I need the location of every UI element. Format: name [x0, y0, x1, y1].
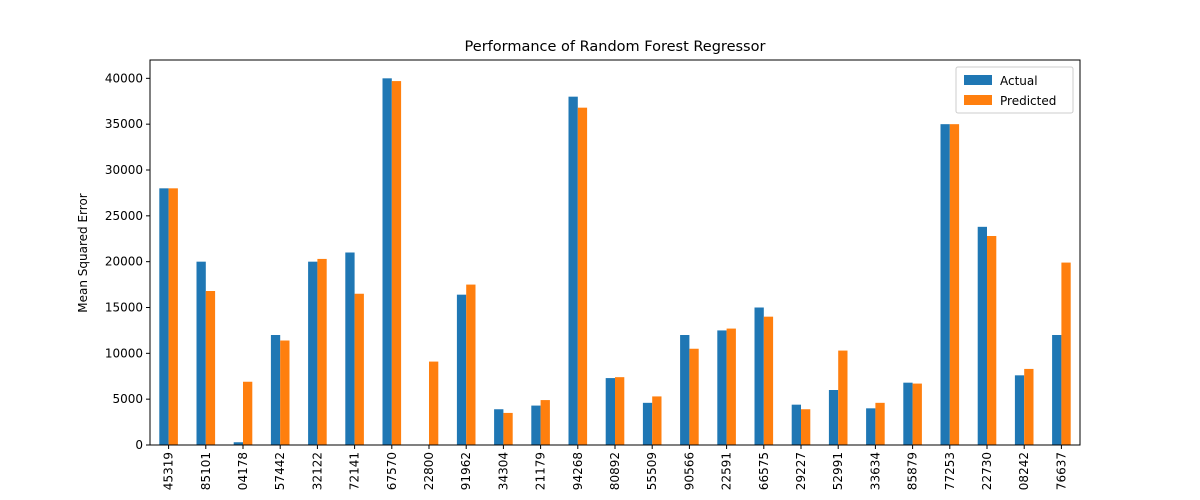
bar-predicted-22591 [726, 328, 736, 445]
bar-actual-66575 [754, 307, 764, 445]
bar-actual-04178 [233, 442, 243, 445]
y-tick-label: 30000 [105, 163, 143, 177]
y-tick-label: 40000 [105, 71, 143, 85]
bar-predicted-85101 [205, 291, 216, 445]
bar-predicted-21179 [540, 400, 550, 445]
x-tick-label: 66575 [757, 452, 771, 490]
bar-predicted-90566 [689, 348, 699, 445]
bar-actual-45319 [159, 188, 169, 445]
bars-group [159, 78, 1071, 446]
legend-label-predicted: Predicted [1000, 94, 1056, 108]
bar-actual-77253 [940, 124, 950, 446]
x-tick-label: 94268 [571, 452, 585, 490]
bar-actual-72141 [345, 252, 355, 445]
bar-predicted-77253 [949, 124, 960, 446]
bar-predicted-91962 [466, 284, 476, 445]
y-tick-label: 0 [135, 438, 143, 452]
x-tick-label: 08242 [1017, 452, 1031, 490]
x-tick-label: 90566 [682, 452, 696, 490]
bar-actual-85879 [903, 382, 913, 445]
bar-actual-80892 [605, 378, 615, 445]
y-tick-label: 10000 [105, 346, 143, 360]
bar-predicted-67570 [391, 81, 402, 445]
bar-predicted-66575 [763, 316, 774, 445]
x-tick-label: 22591 [720, 452, 734, 490]
bar-predicted-08242 [1024, 368, 1034, 445]
bar-actual-57442 [270, 335, 281, 445]
bar-predicted-76637 [1061, 262, 1071, 445]
x-tick-label: 67570 [385, 452, 399, 490]
y-tick-label: 25000 [105, 209, 143, 223]
bar-predicted-55509 [652, 396, 662, 445]
bar-actual-55509 [642, 402, 653, 445]
bar-actual-08242 [1014, 375, 1025, 445]
bar-predicted-32122 [317, 258, 327, 445]
legend: Actual Predicted [955, 66, 1074, 114]
legend-swatch-actual [964, 75, 992, 85]
y-axis: 0 5000 10000 15000 20000 25000 30000 35000 40000 [105, 71, 150, 452]
bar-actual-85101 [196, 261, 206, 445]
y-tick-label: 35000 [105, 117, 143, 131]
bar-predicted-94268 [577, 107, 588, 446]
y-tick-label: 5000 [112, 392, 143, 406]
bar-actual-91962 [456, 294, 467, 445]
bar-actual-90566 [680, 335, 690, 445]
x-tick-label: 77253 [943, 452, 957, 490]
x-tick-label: 22800 [422, 452, 436, 490]
legend-label-actual: Actual [1000, 74, 1038, 88]
bar-predicted-29227 [801, 409, 811, 445]
x-tick-label: 72141 [348, 452, 362, 490]
bar-actual-32122 [308, 261, 318, 445]
bar-predicted-45319 [168, 188, 178, 445]
plot-frame [149, 59, 1081, 446]
x-tick-label: 32122 [310, 452, 324, 490]
y-axis-title: Mean Squared Error [76, 193, 90, 313]
bar-predicted-57442 [280, 340, 290, 445]
chart-title: Performance of Random Forest Regressor [465, 39, 766, 55]
bar-actual-21179 [531, 405, 541, 445]
x-tick-label: 04178 [236, 452, 250, 490]
bar-actual-22591 [717, 330, 727, 445]
bar-predicted-22800 [429, 361, 439, 445]
x-tick-label: 76637 [1054, 452, 1068, 490]
bar-actual-33634 [866, 408, 876, 445]
x-tick-label: 34304 [496, 452, 510, 490]
y-tick-label: 20000 [105, 255, 143, 269]
x-tick-label: 55509 [645, 452, 659, 490]
bar-predicted-52991 [838, 350, 848, 445]
bar-predicted-33634 [875, 402, 885, 445]
x-tick-label: 22730 [980, 452, 994, 490]
x-tick-label: 45319 [162, 452, 176, 490]
x-tick-label: 85101 [199, 452, 213, 490]
x-tick-label: 80892 [608, 452, 622, 490]
bar-predicted-72141 [354, 293, 364, 445]
y-tick-label: 15000 [105, 301, 143, 315]
bar-actual-76637 [1052, 335, 1062, 445]
x-axis: 45319 85101 04178 57442 32122 72141 67570 22800… [162, 445, 1068, 490]
x-tick-label: 29227 [794, 452, 808, 490]
bar-actual-29227 [791, 404, 801, 445]
x-tick-label: 33634 [868, 452, 882, 490]
bar-actual-34304 [494, 409, 504, 445]
x-tick-label: 52991 [831, 452, 845, 490]
bar-actual-22730 [977, 226, 987, 445]
bar-predicted-34304 [503, 412, 513, 445]
x-tick-label: 85879 [906, 452, 920, 490]
bar-predicted-85879 [912, 383, 922, 445]
x-tick-label: 91962 [459, 452, 473, 490]
x-tick-label: 21179 [534, 452, 548, 490]
bar-actual-52991 [828, 390, 839, 445]
bar-actual-94268 [568, 96, 578, 446]
bar-actual-67570 [382, 78, 392, 445]
x-tick-label: 57442 [273, 452, 287, 490]
bar-predicted-80892 [615, 377, 625, 445]
bar-predicted-04178 [243, 381, 253, 445]
bar-predicted-22730 [987, 236, 997, 445]
legend-swatch-predicted [964, 95, 992, 105]
